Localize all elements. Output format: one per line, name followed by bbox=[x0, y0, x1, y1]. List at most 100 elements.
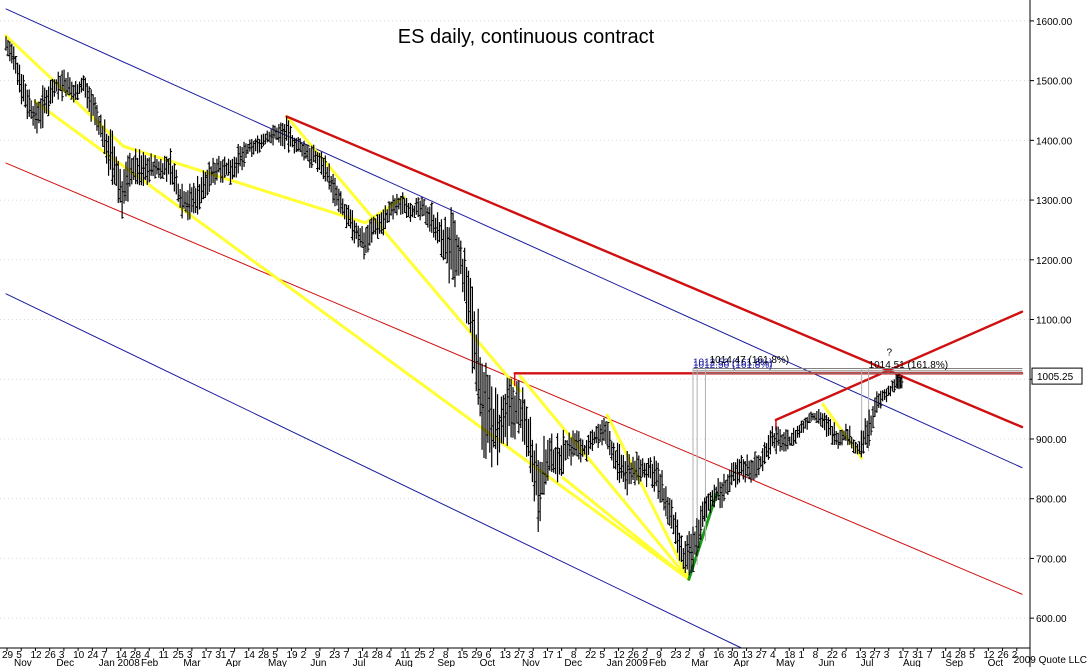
x-day-label: 3 bbox=[187, 650, 193, 661]
x-day-label: 30 bbox=[727, 650, 739, 661]
x-day-label: 29 bbox=[471, 650, 483, 661]
x-day-label: 27 bbox=[756, 650, 768, 661]
x-day-label: 9 bbox=[699, 650, 705, 661]
credit-text: 2009 Quote LLC bbox=[1014, 655, 1087, 666]
x-day-label: 4 bbox=[770, 650, 776, 661]
x-day-label: 4 bbox=[144, 650, 150, 661]
x-day-label: 29 bbox=[2, 650, 14, 661]
x-month-label: Sep bbox=[945, 658, 963, 667]
x-day-label: 4 bbox=[386, 650, 392, 661]
line-channel-lower bbox=[5, 293, 742, 649]
question-mark-annotation: ? bbox=[887, 347, 893, 358]
x-day-label: 24 bbox=[87, 650, 99, 661]
y-tick-label: 1200.00 bbox=[1036, 256, 1073, 267]
x-day-label: 2 bbox=[429, 650, 435, 661]
line-yellow bbox=[518, 374, 691, 581]
x-month-label: May bbox=[268, 658, 287, 667]
y-tick-label: 1100.00 bbox=[1036, 316, 1072, 327]
x-day-label: 1 bbox=[557, 650, 563, 661]
x-day-label: 3 bbox=[884, 650, 890, 661]
current-price-box bbox=[1031, 367, 1083, 385]
x-day-label: 5 bbox=[599, 650, 605, 661]
y-tick-label: 800.00 bbox=[1036, 495, 1067, 506]
x-day-label: 6 bbox=[486, 650, 492, 661]
x-day-label: 27 bbox=[870, 650, 882, 661]
line-yellow bbox=[121, 144, 367, 225]
current-price-marker: 1005.25 bbox=[1031, 367, 1083, 385]
x-day-label: 7 bbox=[230, 650, 236, 661]
x-day-label: 15 bbox=[457, 650, 469, 661]
x-day-label: 16 bbox=[713, 650, 725, 661]
line-yellow bbox=[4, 34, 125, 148]
x-day-label: 31 bbox=[215, 650, 227, 661]
x-day-label: 14 bbox=[244, 650, 256, 661]
x-day-label: 23 bbox=[670, 650, 682, 661]
x-day-label: 17 bbox=[201, 650, 213, 661]
y-tick-label: 1400.00 bbox=[1036, 136, 1073, 147]
x-day-label: 7 bbox=[926, 650, 932, 661]
x-day-label: 11 bbox=[158, 650, 169, 661]
x-day-label: 9 bbox=[656, 650, 662, 661]
x-month-label: Jul bbox=[353, 658, 366, 667]
x-day-label: 3 bbox=[528, 650, 534, 661]
x-month-label: Apr bbox=[734, 658, 750, 667]
x-day-label: 8 bbox=[571, 650, 577, 661]
x-day-label: 28 bbox=[372, 650, 384, 661]
x-day-label: 27 bbox=[514, 650, 526, 661]
x-day-label: 8 bbox=[443, 650, 449, 661]
line-yellow bbox=[33, 100, 691, 581]
x-day-label: 7 bbox=[343, 650, 349, 661]
x-day-label: 12 bbox=[614, 650, 626, 661]
x-day-label: 12 bbox=[30, 650, 42, 661]
fib-level-label: 1014.51 (161.8%) bbox=[869, 360, 949, 371]
y-tick-label: 600.00 bbox=[1036, 614, 1067, 625]
x-month-label: Sep bbox=[437, 658, 455, 667]
price-bars bbox=[4, 36, 904, 576]
fib-level-label: 1012.50 (161.8%) bbox=[693, 360, 773, 371]
line-yellow bbox=[605, 413, 691, 581]
x-day-label: 8 bbox=[813, 650, 819, 661]
grid bbox=[0, 20, 1030, 619]
y-tick-label: 1300.00 bbox=[1036, 196, 1073, 207]
x-day-label: 25 bbox=[173, 650, 185, 661]
line-red-thick bbox=[774, 310, 1024, 422]
x-day-label: 2 bbox=[1012, 650, 1018, 661]
x-month-label: Aug bbox=[395, 658, 413, 667]
x-month-label: Jun bbox=[818, 658, 834, 667]
x-month-label: Nov bbox=[14, 658, 32, 667]
x-month-label: Aug bbox=[903, 658, 921, 667]
x-month-label: Jan 2008 bbox=[99, 658, 141, 667]
x-month-label: Feb bbox=[649, 658, 667, 667]
overlay-lines bbox=[4, 8, 1024, 649]
x-day-label: 10 bbox=[73, 650, 85, 661]
x-day-label: 31 bbox=[912, 650, 924, 661]
x-month-label: Apr bbox=[226, 658, 242, 667]
x-day-label: 7 bbox=[102, 650, 108, 661]
x-day-label: 14 bbox=[116, 650, 128, 661]
x-day-label: 26 bbox=[628, 650, 640, 661]
x-month-label: Mar bbox=[691, 658, 709, 667]
x-month-label: Jul bbox=[861, 658, 874, 667]
x-month-label: Dec bbox=[56, 658, 74, 667]
x-day-label: 9 bbox=[315, 650, 321, 661]
x-day-label: 18 bbox=[784, 650, 796, 661]
x-month-label: Jun bbox=[310, 658, 326, 667]
x-day-label: 13 bbox=[500, 650, 512, 661]
x-day-label: 6 bbox=[841, 650, 847, 661]
y-tick-label: 700.00 bbox=[1036, 554, 1067, 565]
y-tick-label: 1500.00 bbox=[1036, 77, 1073, 88]
x-month-label: Oct bbox=[988, 658, 1004, 667]
x-month-label: Nov bbox=[522, 658, 540, 667]
x-day-label: 12 bbox=[983, 650, 995, 661]
x-day-label: 14 bbox=[941, 650, 953, 661]
x-month-label: Oct bbox=[480, 658, 496, 667]
x-day-label: 14 bbox=[358, 650, 370, 661]
x-month-label: Mar bbox=[183, 658, 201, 667]
x-axis: 29 5 12 26 3 10 24 7 14 28 4 11 25 3 17 31 7 14 28 5 19 2 9 23 7… bbox=[2, 648, 1018, 667]
x-day-label: 13 bbox=[742, 650, 754, 661]
fib-level-label: 1012.53 (161.8%) bbox=[693, 358, 773, 369]
x-day-label: 3 bbox=[59, 650, 65, 661]
x-day-label: 11 bbox=[400, 650, 411, 661]
x-month-label: Dec bbox=[564, 658, 582, 667]
y-axis: 600.00 700.00 800.00 900.00 1100.00 1200.00 13… bbox=[1030, 17, 1073, 625]
